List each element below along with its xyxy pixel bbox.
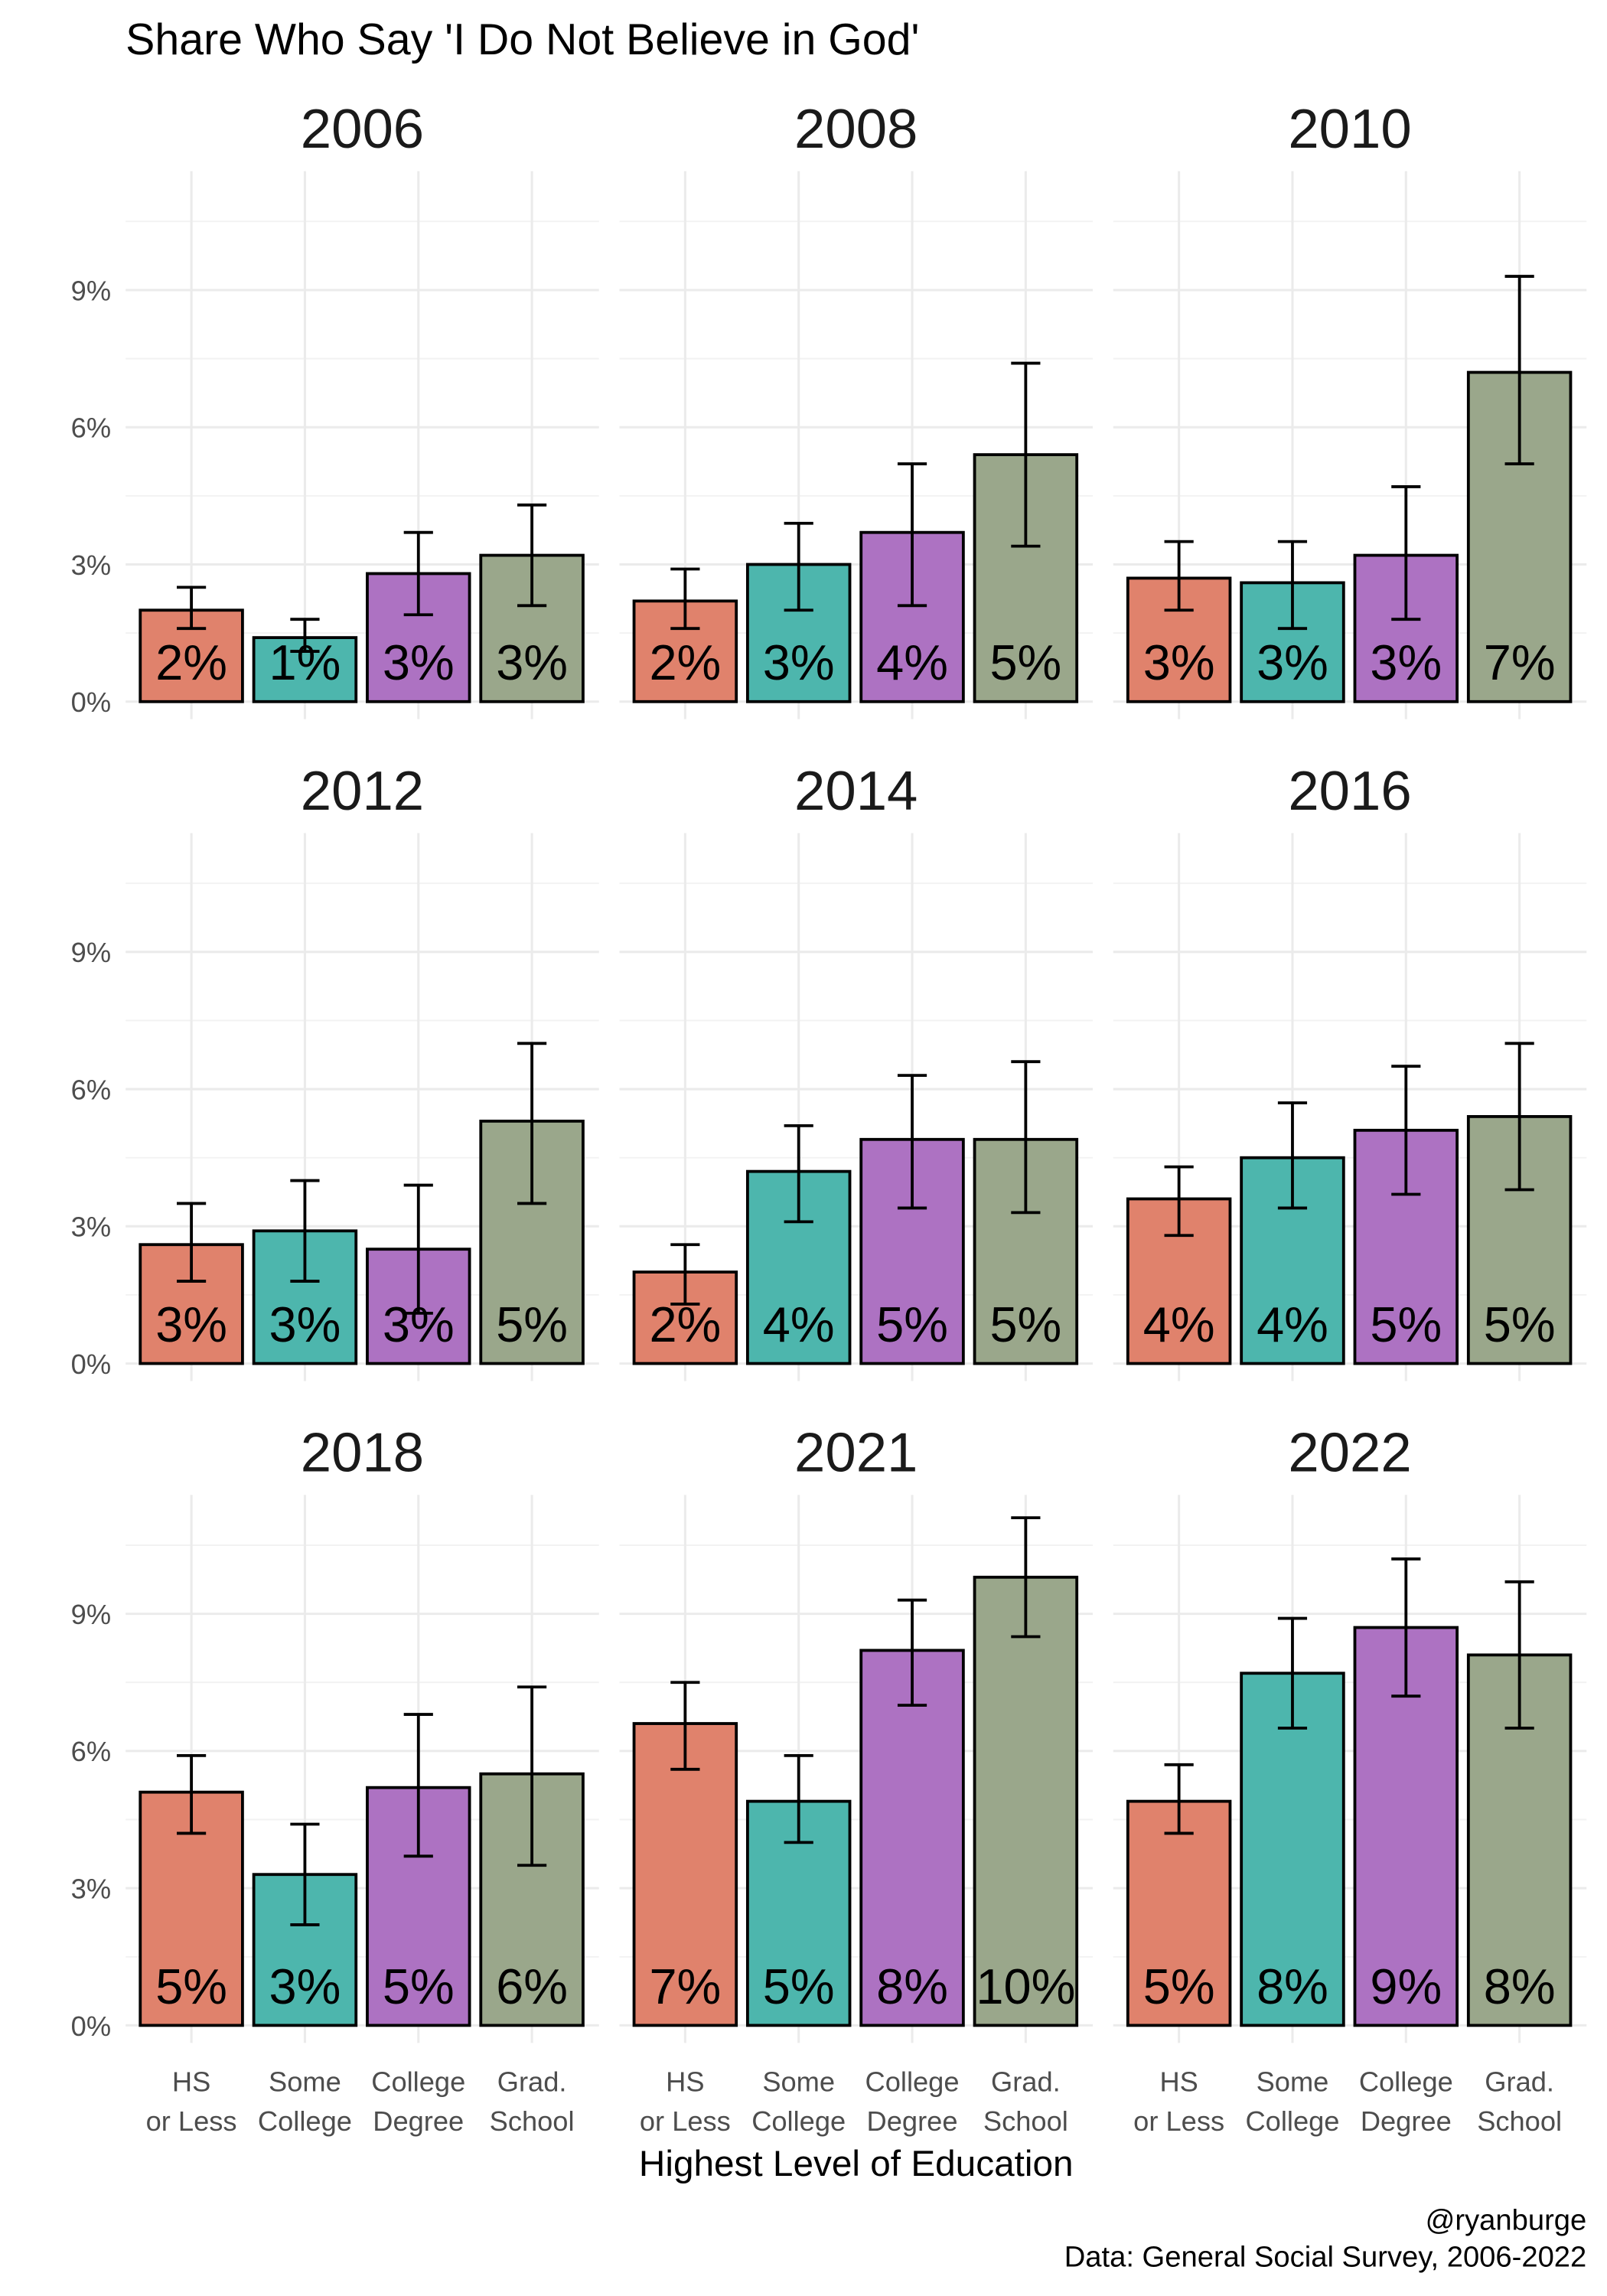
- bar-label: 5%: [496, 1296, 568, 1352]
- bar-2021-3: [973, 1575, 1079, 2027]
- bar-2006-1: [252, 636, 358, 703]
- panel-title-2012: 2012: [301, 760, 424, 822]
- x-tick-label: or Less: [146, 2105, 237, 2137]
- y-tick-label: 0%: [71, 1349, 111, 1380]
- bar-label: 5%: [989, 1296, 1061, 1352]
- bar-label: 4%: [876, 634, 948, 690]
- bar-label: 7%: [1484, 634, 1556, 690]
- bar-label: 3%: [496, 634, 568, 690]
- x-tick-label: Degree: [373, 2105, 464, 2137]
- bar-label: 8%: [1257, 1958, 1328, 2014]
- bar-label: 5%: [1370, 1296, 1442, 1352]
- bar-label: 4%: [1143, 1296, 1215, 1352]
- bar-label: 6%: [496, 1958, 568, 2014]
- y-tick-label: 6%: [71, 1074, 111, 1105]
- y-tick-label: 3%: [71, 1212, 111, 1243]
- x-tick-label: School: [1477, 2105, 1562, 2137]
- y-tick-label: 6%: [71, 1736, 111, 1767]
- bar-label: 2%: [155, 634, 227, 690]
- bar-2021-0: [632, 1722, 738, 2027]
- x-tick-label: Some: [762, 2066, 835, 2097]
- panel-title-2010: 2010: [1288, 98, 1411, 160]
- bar-label: 2%: [649, 634, 721, 690]
- bar-label: 3%: [269, 1958, 341, 2014]
- y-tick-label: 0%: [71, 687, 111, 718]
- panel-title-2016: 2016: [1288, 760, 1411, 822]
- bar-label: 3%: [383, 634, 455, 690]
- bar-label: 7%: [649, 1958, 721, 2014]
- bar-label: 9%: [1370, 1958, 1442, 2014]
- bar-label: 3%: [155, 1296, 227, 1352]
- x-tick-label: Some: [1257, 2066, 1329, 2097]
- panel-title-2006: 2006: [301, 98, 424, 160]
- bar-2022-1: [1240, 1671, 1345, 2027]
- x-tick-label: Some: [269, 2066, 341, 2097]
- bar-label: 5%: [989, 634, 1061, 690]
- x-tick-label: School: [983, 2105, 1068, 2137]
- bar-label: 5%: [763, 1958, 835, 2014]
- x-tick-label: HS: [1159, 2066, 1198, 2097]
- bar-label: 8%: [1484, 1958, 1556, 2014]
- bar-label: 5%: [1484, 1296, 1556, 1352]
- bar-label: 3%: [763, 634, 835, 690]
- y-tick-label: 3%: [71, 1874, 111, 1905]
- bar-label: 3%: [269, 1296, 341, 1352]
- bar-label: 4%: [1257, 1296, 1328, 1352]
- panel-title-2021: 2021: [794, 1422, 918, 1484]
- x-axis-title: Highest Level of Education: [639, 2144, 1074, 2184]
- x-tick-label: College: [1245, 2105, 1339, 2137]
- bar-label: 5%: [383, 1958, 455, 2014]
- caption-handle: @ryanburge: [1426, 2204, 1587, 2237]
- x-tick-label: Degree: [1361, 2105, 1452, 2137]
- x-tick-label: College: [751, 2105, 846, 2137]
- x-tick-label: or Less: [1133, 2105, 1224, 2137]
- panel-title-2014: 2014: [794, 760, 918, 822]
- x-tick-label: Degree: [867, 2105, 958, 2137]
- panel-title-2018: 2018: [301, 1422, 424, 1484]
- x-tick-label: Grad.: [1485, 2066, 1554, 2097]
- panel-title-2008: 2008: [794, 98, 918, 160]
- x-tick-label: Grad.: [991, 2066, 1061, 2097]
- y-tick-label: 9%: [71, 937, 111, 968]
- x-tick-label: College: [1359, 2066, 1453, 2097]
- y-tick-label: 0%: [71, 2011, 111, 2042]
- bar-label: 3%: [1370, 634, 1442, 690]
- bar-label: 5%: [1143, 1958, 1215, 2014]
- bar-label: 4%: [763, 1296, 835, 1352]
- y-tick-label: 3%: [71, 550, 111, 581]
- y-tick-label: 9%: [71, 1599, 111, 1630]
- panel-title-2022: 2022: [1288, 1422, 1411, 1484]
- caption-source: Data: General Social Survey, 2006-2022: [1064, 2240, 1587, 2273]
- chart-title: Share Who Say 'I Do Not Believe in God': [125, 15, 919, 64]
- y-tick-label: 9%: [71, 275, 111, 306]
- bar-2021-2: [859, 1649, 965, 2027]
- x-tick-label: or Less: [640, 2105, 731, 2137]
- bar-label: 5%: [876, 1296, 948, 1352]
- x-tick-label: School: [490, 2105, 575, 2137]
- bar-label: 5%: [155, 1958, 227, 2014]
- x-tick-label: College: [865, 2066, 960, 2097]
- x-tick-label: Grad.: [497, 2066, 567, 2097]
- x-tick-label: HS: [172, 2066, 210, 2097]
- x-tick-label: College: [258, 2105, 352, 2137]
- x-tick-label: HS: [666, 2066, 704, 2097]
- bar-label: 3%: [1143, 634, 1215, 690]
- bar-label: 10%: [976, 1958, 1075, 2014]
- y-tick-label: 6%: [71, 413, 111, 444]
- x-tick-label: College: [371, 2066, 465, 2097]
- bar-label: 8%: [876, 1958, 948, 2014]
- bar-label: 2%: [649, 1296, 721, 1352]
- bar-label: 3%: [1257, 634, 1328, 690]
